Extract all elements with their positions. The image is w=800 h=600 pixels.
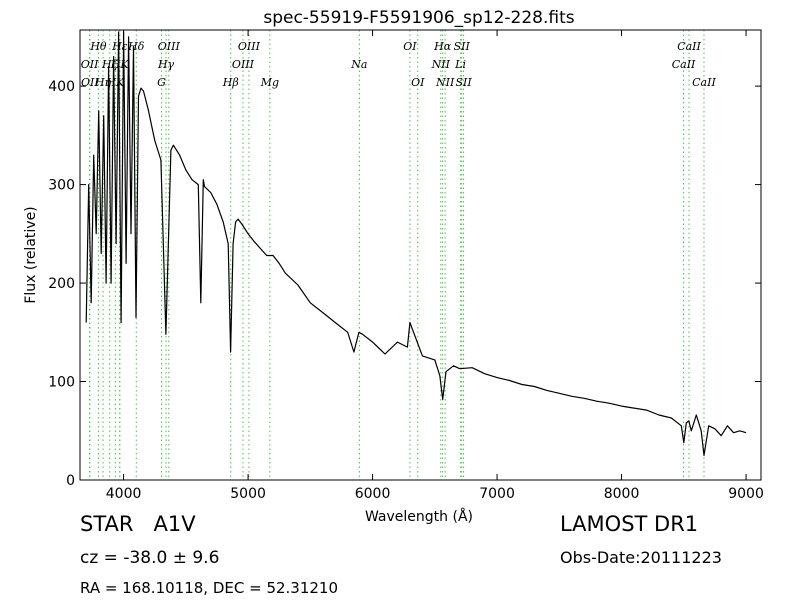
survey-name: LAMOST DR1 xyxy=(560,512,699,536)
spectral-line-label: OIII xyxy=(158,40,181,53)
spectral-line-label: NII xyxy=(431,58,451,71)
spectrum-series-line xyxy=(85,31,747,456)
x-axis-label: Wavelength (Å) xyxy=(365,508,473,525)
y-tick-label: 100 xyxy=(48,375,75,391)
spectral-line-label: Hβ xyxy=(222,76,239,89)
spectral-line-label: Hη xyxy=(94,76,112,89)
spectral-line-label: OIII xyxy=(232,58,255,71)
spectral-line-label: Hα xyxy=(433,40,452,53)
spectral-line-label: OII xyxy=(81,58,99,71)
y-tick-label: 200 xyxy=(48,276,75,292)
spectral-line-label: Hζ xyxy=(101,58,119,71)
y-tick-label: 400 xyxy=(48,79,75,95)
x-tick-label: 6000 xyxy=(355,486,391,502)
y-tick-label: 300 xyxy=(48,178,75,194)
spectral-line-label: Hδ xyxy=(127,40,145,53)
x-tick-label: 4000 xyxy=(106,486,142,502)
x-tick-label: 7000 xyxy=(479,486,515,502)
x-tick-label: 9000 xyxy=(728,486,764,502)
spectral-line-label: OI xyxy=(403,40,417,53)
spectral-line-label: SII xyxy=(454,40,471,53)
spectral-line-label: Hγ xyxy=(157,58,175,71)
spectral-line-label: OII xyxy=(81,76,99,89)
x-tick-label: 5000 xyxy=(230,486,266,502)
spectral-line-label: SII xyxy=(455,76,472,89)
spectral-line-label: Mg xyxy=(260,76,279,89)
redshift-cz: cz = -38.0 ± 9.6 xyxy=(80,548,220,568)
spectral-line-label: NII xyxy=(435,76,455,89)
spectral-line-label: G xyxy=(157,76,166,89)
ra-dec-coordinates: RA = 168.10118, DEC = 52.31210 xyxy=(80,579,339,597)
plot-frame xyxy=(79,29,762,481)
spectral-line-label: HK xyxy=(110,58,130,71)
x-tick-label: 8000 xyxy=(604,486,640,502)
spectral-line-label: Na xyxy=(350,58,367,71)
spectral-line-label: CaII xyxy=(677,40,701,53)
spectral-line-label: Hε xyxy=(111,40,128,53)
spectral-line-label: OIII xyxy=(238,40,261,53)
object-class: STAR A1V xyxy=(80,512,196,536)
observation-date: Obs-Date:20111223 xyxy=(560,548,722,567)
spectral-line-label: CaII xyxy=(672,58,696,71)
spectral-line-label: Hθ xyxy=(89,40,107,53)
y-tick-label: 0 xyxy=(66,473,75,489)
spectral-line-label: Li xyxy=(454,58,466,71)
chart-title: spec-55919-F5591906_sp12-228.fits xyxy=(263,8,574,28)
spectral-line-label: HK xyxy=(105,76,125,89)
y-axis-label: Flux (relative) xyxy=(23,206,39,303)
spectral-line-label: OI xyxy=(411,76,425,89)
spectral-line-label: CaII xyxy=(692,76,716,89)
